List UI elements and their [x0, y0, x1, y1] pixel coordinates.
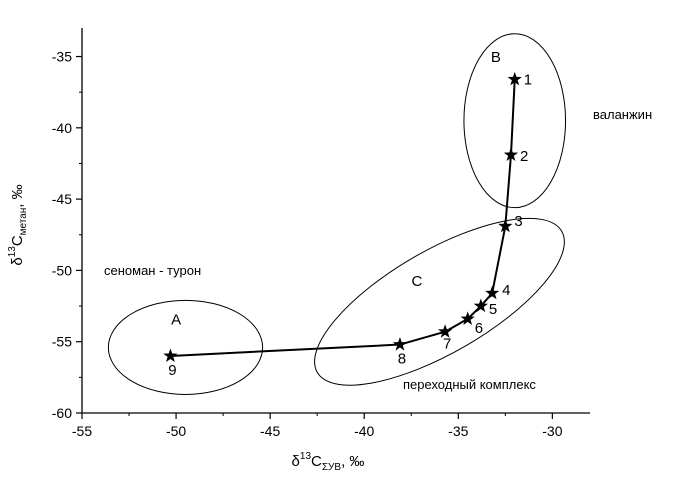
data-point [485, 286, 499, 300]
x-tick-label: -50 [166, 423, 186, 439]
x-tick-label: -40 [354, 423, 374, 439]
region-b-ellipse [464, 34, 566, 208]
y-tick-label: -45 [52, 191, 72, 207]
point-label: 2 [520, 148, 528, 165]
x-tick-label: -35 [448, 423, 468, 439]
y-tick-label: -40 [52, 120, 72, 136]
point-label: 1 [524, 71, 532, 88]
annotation-perekhodny-kompleks: переходный комплекс [403, 377, 536, 392]
series: 1 2 3 456 7 8 9 [163, 71, 532, 379]
region-b-label: B [491, 49, 501, 66]
series-line [170, 79, 514, 356]
x-tick-label: -30 [542, 423, 562, 439]
point-label: 7 [443, 336, 451, 353]
y-tick-label: -60 [52, 405, 72, 421]
point-label: 8 [398, 351, 406, 368]
y-tick-label: -35 [52, 49, 72, 65]
point-label: 5 [489, 301, 497, 318]
y-tick-label: -50 [52, 262, 72, 278]
x-axis-title: δ13CΣУВ, ‰ [292, 451, 365, 473]
y-tick-label: -55 [52, 334, 72, 350]
x-tick-label: -55 [72, 423, 92, 439]
point-label: 6 [475, 320, 483, 337]
x-tick-label: -45 [260, 423, 280, 439]
data-point [393, 337, 407, 351]
annotation-senoman-turon: сеноман - турон [104, 263, 201, 278]
region-a-ellipse [108, 300, 262, 394]
point-label: 9 [168, 362, 176, 379]
y-axis-title: δ13Cметан, ‰ [7, 184, 29, 265]
point-label: 3 [514, 213, 522, 230]
point-label: 4 [502, 282, 510, 299]
annotation-valanzhin: валанжин [593, 107, 652, 122]
region-a-label: A [171, 312, 181, 329]
region-c-label: C [411, 273, 422, 290]
data-point [163, 348, 177, 362]
